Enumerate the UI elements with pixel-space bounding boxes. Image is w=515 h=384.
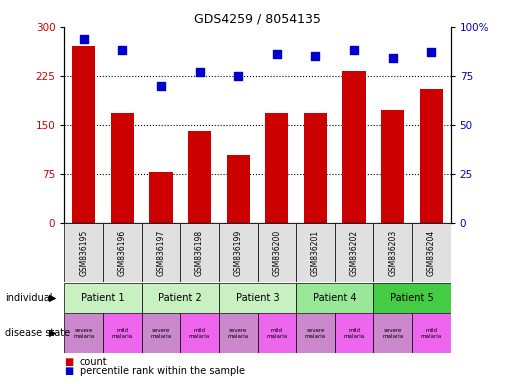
Text: Patient 2: Patient 2 [159,293,202,303]
Bar [103,223,142,282]
Bar [265,113,288,223]
Bar [373,283,451,313]
Text: severe
malaria: severe malaria [382,328,403,339]
Bar [373,223,412,282]
Text: GSM836197: GSM836197 [157,229,165,276]
Text: GSM836202: GSM836202 [350,229,358,276]
Text: mild
malaria: mild malaria [112,328,133,339]
Bar [420,89,443,223]
Text: Patient 4: Patient 4 [313,293,356,303]
Point [350,47,358,53]
Bar [142,313,180,353]
Point [79,36,88,42]
Text: ▶: ▶ [49,293,57,303]
Title: GDS4259 / 8054135: GDS4259 / 8054135 [194,13,321,26]
Point [427,49,435,55]
Bar [342,71,366,223]
Text: severe
malaria: severe malaria [150,328,171,339]
Text: ▶: ▶ [49,328,57,338]
Bar [64,283,142,313]
Text: mild
malaria: mild malaria [189,328,210,339]
Text: percentile rank within the sample: percentile rank within the sample [80,366,245,376]
Bar [227,156,250,223]
Bar [72,46,95,223]
Bar [335,313,373,353]
Text: mild
malaria: mild malaria [266,328,287,339]
Point [234,73,242,79]
Bar [219,283,296,313]
Text: ■: ■ [64,357,74,367]
Bar [64,313,103,353]
Text: GSM836195: GSM836195 [79,229,88,276]
Text: GSM836198: GSM836198 [195,229,204,276]
Point [273,51,281,57]
Bar [373,313,412,353]
Bar [64,223,103,282]
Bar [180,313,219,353]
Text: GSM836203: GSM836203 [388,229,397,276]
Point [118,47,127,53]
Bar [111,113,134,223]
Bar [412,223,451,282]
Bar [219,313,258,353]
Point [157,83,165,89]
Bar [219,223,258,282]
Bar [188,131,211,223]
Bar [381,111,404,223]
Point [311,53,319,59]
Text: ■: ■ [64,366,74,376]
Text: GSM836204: GSM836204 [427,229,436,276]
Text: count: count [80,357,108,367]
Text: disease state: disease state [5,328,70,338]
Bar [412,313,451,353]
Point [388,55,397,61]
Bar [296,223,335,282]
Text: Patient 5: Patient 5 [390,293,434,303]
Bar [180,223,219,282]
Bar [103,313,142,353]
Text: GSM836201: GSM836201 [311,229,320,276]
Bar [304,113,327,223]
Text: GSM836199: GSM836199 [234,229,243,276]
Bar [335,223,373,282]
Bar [296,283,373,313]
Text: GSM836200: GSM836200 [272,229,281,276]
Bar [258,223,296,282]
Text: Patient 1: Patient 1 [81,293,125,303]
Point [196,69,204,75]
Bar [142,283,219,313]
Text: severe
malaria: severe malaria [305,328,326,339]
Bar [296,313,335,353]
Text: severe
malaria: severe malaria [73,328,94,339]
Text: Patient 3: Patient 3 [236,293,279,303]
Bar [258,313,296,353]
Text: severe
malaria: severe malaria [228,328,249,339]
Bar [149,172,173,223]
Text: individual: individual [5,293,53,303]
Text: GSM836196: GSM836196 [118,229,127,276]
Text: mild
malaria: mild malaria [421,328,442,339]
Text: mild
malaria: mild malaria [344,328,365,339]
Bar [142,223,180,282]
